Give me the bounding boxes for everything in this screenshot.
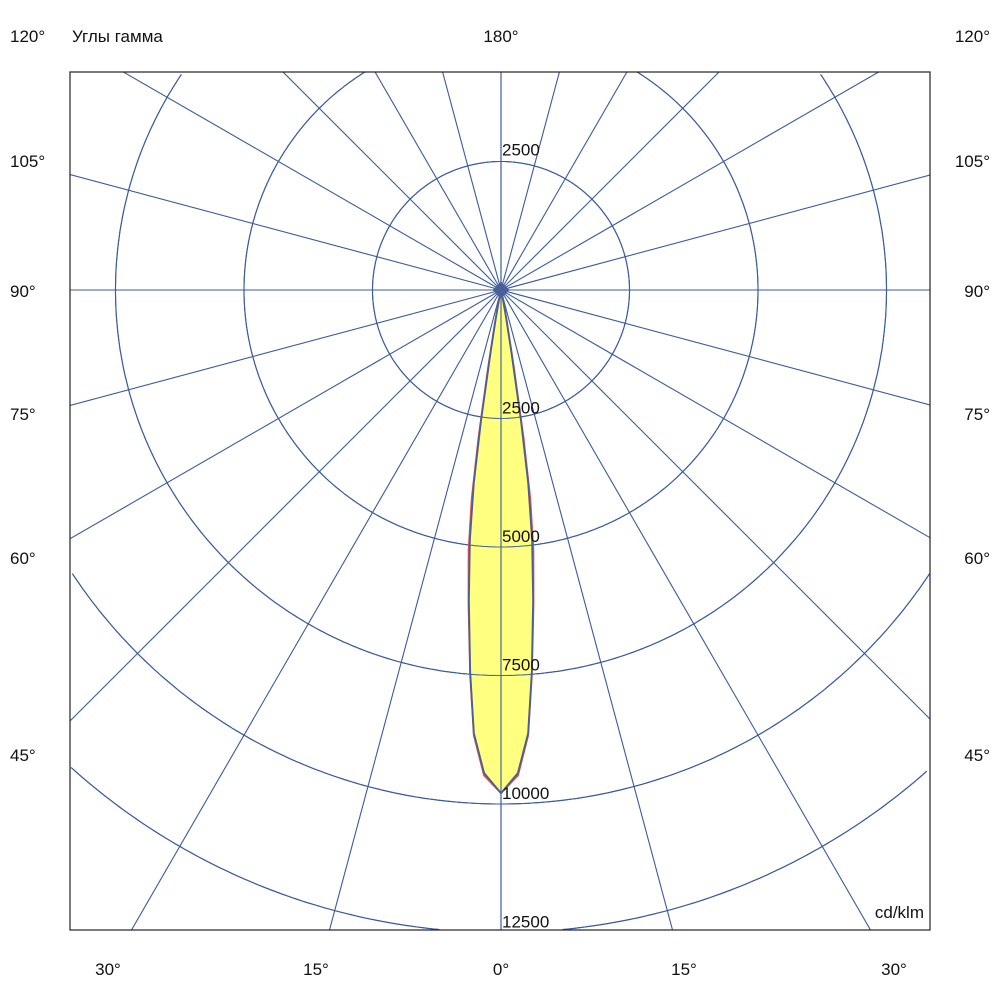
bottom-angle-label: 15° bbox=[303, 960, 329, 979]
grid-radial-line bbox=[70, 289, 502, 407]
grid-radial-line bbox=[70, 173, 502, 291]
chart-labels: Углы гамма 180° cd/klm 120° 105° 90° 75° 60°… bbox=[10, 27, 990, 979]
grid-radial-line bbox=[500, 72, 560, 291]
grid-radial-line bbox=[500, 289, 930, 539]
bottom-angle-label: 0° bbox=[493, 960, 509, 979]
right-angle-label: 90° bbox=[964, 282, 990, 301]
grid-radial-line bbox=[70, 289, 502, 540]
grid-radial-line bbox=[500, 289, 674, 930]
grid-radial-line bbox=[500, 289, 930, 406]
grid-radial-line bbox=[500, 174, 930, 291]
polar-grid-overlay bbox=[70, 72, 930, 930]
top-angle-label: 180° bbox=[483, 27, 518, 46]
grid-circle-overlay bbox=[371, 160, 631, 420]
radial-tick-label: 7500 bbox=[502, 656, 540, 675]
bottom-angle-label: 15° bbox=[671, 960, 697, 979]
grid-circle-overlay bbox=[114, 74, 888, 677]
grid-radial-line bbox=[374, 72, 502, 291]
radial-tick-label: 12500 bbox=[502, 913, 549, 932]
left-angle-label: 120° bbox=[10, 27, 45, 46]
right-angle-label: 120° bbox=[955, 27, 990, 46]
grid-radial-line bbox=[500, 72, 879, 291]
grid-radial-line bbox=[442, 72, 502, 291]
right-angle-label: 105° bbox=[955, 152, 990, 171]
left-angle-label: 75° bbox=[10, 405, 36, 424]
grid-radial-line bbox=[282, 72, 502, 291]
right-angle-label: 45° bbox=[964, 746, 990, 765]
right-angle-label: 60° bbox=[964, 549, 990, 568]
grid-radial-line bbox=[131, 289, 502, 930]
grid-radial-line bbox=[328, 289, 502, 930]
grid-radial-line bbox=[500, 289, 871, 930]
bottom-angle-label: 30° bbox=[881, 960, 907, 979]
plot-frame bbox=[69, 71, 931, 931]
grid-circle-overlay bbox=[70, 767, 928, 930]
left-angle-label: 90° bbox=[10, 282, 36, 301]
chart-title: Углы гамма bbox=[72, 27, 163, 46]
center-marker bbox=[492, 281, 510, 299]
radial-tick-label: 2500 bbox=[502, 399, 540, 418]
grid-circle-overlay bbox=[243, 72, 759, 548]
left-angle-label: 105° bbox=[10, 152, 45, 171]
right-angle-label: 75° bbox=[964, 405, 990, 424]
curve-line-c90 bbox=[467, 287, 535, 795]
grid-circle-overlay bbox=[71, 573, 930, 805]
unit-label: cd/klm bbox=[875, 903, 924, 922]
radial-tick-label: 2500 bbox=[502, 141, 540, 160]
grid-radial-line bbox=[70, 289, 502, 722]
radial-tick-label: 5000 bbox=[502, 527, 540, 546]
grid-radial-line bbox=[500, 72, 720, 291]
radial-tick-label: 10000 bbox=[502, 784, 549, 803]
grid-radial-line bbox=[123, 72, 502, 291]
grid-radial-line bbox=[500, 289, 930, 720]
left-angle-label: 45° bbox=[10, 746, 36, 765]
left-angle-label: 60° bbox=[10, 549, 36, 568]
bottom-angle-label: 30° bbox=[95, 960, 121, 979]
grid-radial-line bbox=[500, 72, 628, 291]
